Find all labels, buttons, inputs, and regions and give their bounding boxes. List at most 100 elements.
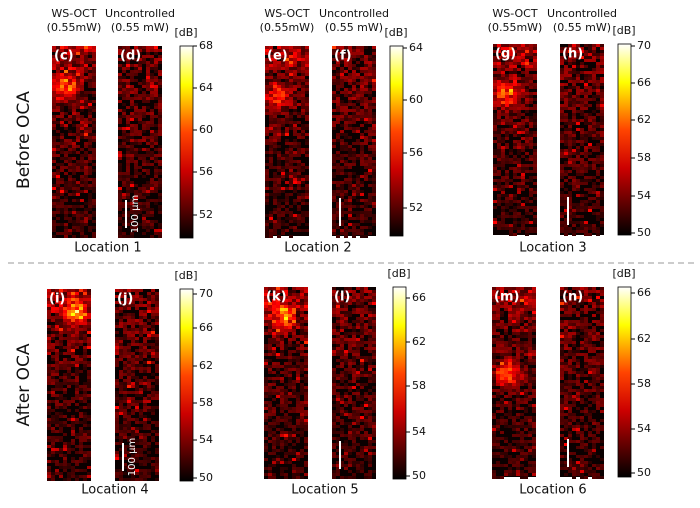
speckle (356, 338, 360, 341)
speckle (143, 424, 147, 427)
speckle (126, 157, 130, 160)
speckle (497, 119, 501, 122)
speckle (84, 61, 88, 64)
speckle (80, 130, 84, 133)
speckle (80, 157, 84, 160)
speckle (280, 314, 284, 317)
speckle (47, 466, 51, 469)
speckle (505, 80, 509, 83)
speckle (143, 349, 147, 352)
speckle (336, 290, 340, 293)
speckle (285, 85, 289, 88)
speckle (296, 440, 300, 443)
speckle (501, 44, 505, 47)
speckle (147, 364, 151, 367)
speckle (155, 304, 159, 307)
speckle (572, 149, 576, 152)
speckle (301, 136, 305, 139)
speckle (292, 449, 296, 452)
speckle (529, 92, 533, 95)
speckle (288, 386, 292, 389)
speckle (304, 380, 308, 383)
speckle (372, 88, 376, 91)
speckle (356, 296, 360, 299)
speckle (289, 205, 293, 208)
speckle (297, 169, 301, 172)
speckle (47, 451, 51, 454)
speckle (272, 347, 276, 350)
speckle (568, 62, 572, 65)
speckle (584, 149, 588, 152)
speckle (269, 220, 273, 223)
speckle (568, 230, 572, 233)
speckle (139, 295, 143, 298)
speckle (588, 50, 592, 53)
speckle (576, 206, 580, 209)
speckle (301, 133, 305, 136)
speckle (584, 101, 588, 104)
speckle (269, 121, 273, 124)
speckle (150, 190, 154, 193)
speckle (87, 301, 91, 304)
speckle (51, 409, 55, 412)
speckle (296, 476, 300, 479)
speckle (143, 370, 147, 373)
speckle (493, 218, 497, 221)
speckle (300, 317, 304, 320)
speckle (300, 347, 304, 350)
speckle (372, 338, 376, 341)
speckle (285, 172, 289, 175)
speckle (272, 299, 276, 302)
speckle (364, 208, 368, 211)
speckle (344, 220, 348, 223)
speckle (517, 44, 521, 47)
speckle (289, 226, 293, 229)
speckle (600, 77, 604, 80)
speckle (300, 386, 304, 389)
speckle (509, 68, 513, 71)
speckle (301, 91, 305, 94)
speckle (52, 187, 56, 190)
speckle (122, 91, 126, 94)
speckle (564, 50, 568, 53)
speckle (305, 223, 309, 226)
speckle (84, 133, 88, 136)
speckle (572, 164, 576, 167)
speckle (47, 439, 51, 442)
speckle (501, 188, 505, 191)
speckle (265, 82, 269, 85)
speckle (154, 157, 158, 160)
speckle (150, 55, 154, 58)
speckle (352, 154, 356, 157)
speckle (59, 421, 63, 424)
speckle (513, 86, 517, 89)
speckle (273, 100, 277, 103)
speckle (296, 422, 300, 425)
speckle (576, 56, 580, 59)
colorbar-tick-label: 56 (199, 165, 213, 178)
speckle (127, 334, 131, 337)
speckle (147, 361, 151, 364)
speckle (71, 439, 75, 442)
speckle (332, 166, 336, 169)
speckle (51, 379, 55, 382)
speckle (59, 475, 63, 478)
speckle (356, 112, 360, 115)
speckle (265, 151, 269, 154)
speckle (272, 473, 276, 476)
speckle (134, 79, 138, 82)
speckle (584, 164, 588, 167)
speckle (348, 223, 352, 226)
speckle (122, 223, 126, 226)
speckle (497, 200, 501, 203)
speckle (150, 178, 154, 181)
speckle (126, 154, 130, 157)
speckle (564, 218, 568, 221)
speckle (118, 142, 122, 145)
speckle (151, 292, 155, 295)
speckle (352, 79, 356, 82)
speckle (269, 214, 273, 217)
speckle (572, 86, 576, 89)
speckle (264, 446, 268, 449)
speckle (126, 67, 130, 70)
